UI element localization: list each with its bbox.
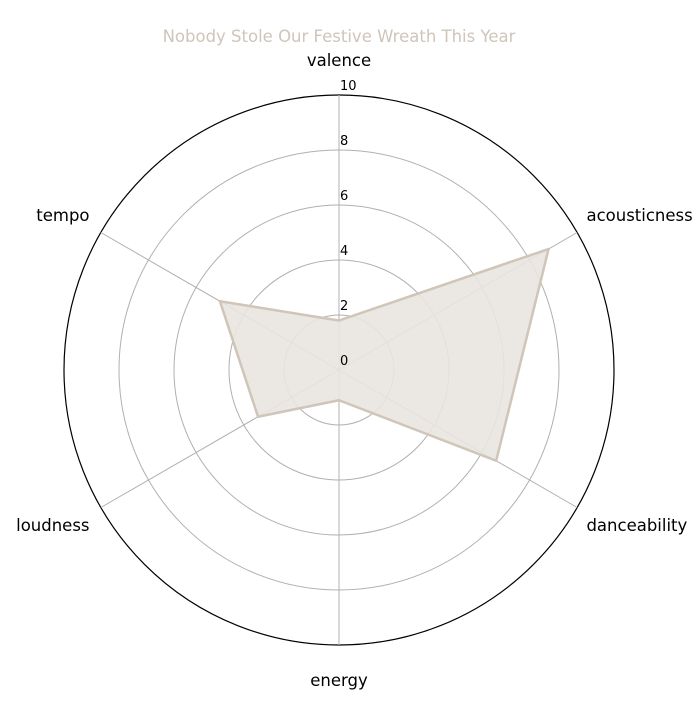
- axis-label-loudness: loudness: [16, 516, 89, 535]
- tick-label-6: 6: [340, 189, 348, 204]
- axis-label-tempo: tempo: [36, 206, 89, 225]
- data-point-acousticness: [547, 247, 550, 251]
- axis-label-energy: energy: [310, 671, 368, 690]
- axis-label-acousticness: acousticness: [586, 206, 692, 225]
- axis-label-valence: valence: [307, 51, 371, 70]
- tick-label-10: 10: [340, 79, 357, 94]
- series-layer: [218, 247, 550, 462]
- tick-label-8: 8: [340, 134, 348, 149]
- tick-label-4: 4: [340, 244, 348, 259]
- data-point-tempo: [218, 300, 222, 303]
- data-point-danceability: [494, 459, 498, 462]
- data-point-loudness: [256, 415, 260, 418]
- tick-layer: 0 2 4 6 8 10: [340, 79, 357, 369]
- tick-label-0: 0: [340, 354, 348, 369]
- tick-label-2: 2: [340, 299, 348, 314]
- axis-label-layer: valence acousticness danceability energy lou…: [16, 51, 693, 690]
- chart-title: Nobody Stole Our Festive Wreath This Yea…: [162, 27, 516, 46]
- axis-label-danceability: danceability: [586, 516, 687, 535]
- data-point-energy: [337, 399, 341, 402]
- data-point-valence: [337, 319, 341, 322]
- series-area: [218, 247, 550, 462]
